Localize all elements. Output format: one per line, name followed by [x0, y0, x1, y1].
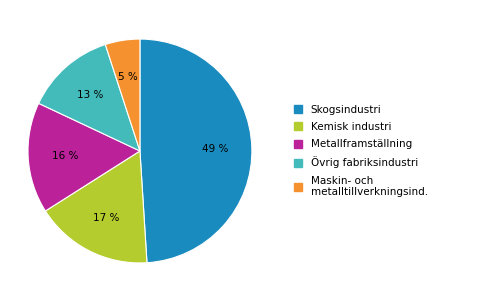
Wedge shape [106, 39, 140, 151]
Legend: Skogsindustri, Kemisk industri, Metallframställning, Övrig fabriksindustri, Mask: Skogsindustri, Kemisk industri, Metallfr… [294, 105, 428, 197]
Text: 13 %: 13 % [77, 90, 104, 100]
Text: 5 %: 5 % [118, 72, 138, 82]
Text: 17 %: 17 % [93, 213, 119, 223]
Wedge shape [28, 103, 140, 211]
Wedge shape [39, 44, 140, 151]
Text: 16 %: 16 % [52, 151, 78, 161]
Text: 49 %: 49 % [202, 144, 228, 154]
Wedge shape [45, 151, 147, 263]
Wedge shape [140, 39, 252, 263]
